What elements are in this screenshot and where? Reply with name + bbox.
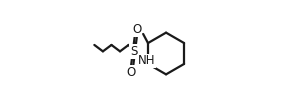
Text: O: O <box>132 23 141 36</box>
Text: S: S <box>130 45 138 58</box>
Text: NH: NH <box>137 54 155 68</box>
Text: O: O <box>127 66 136 79</box>
